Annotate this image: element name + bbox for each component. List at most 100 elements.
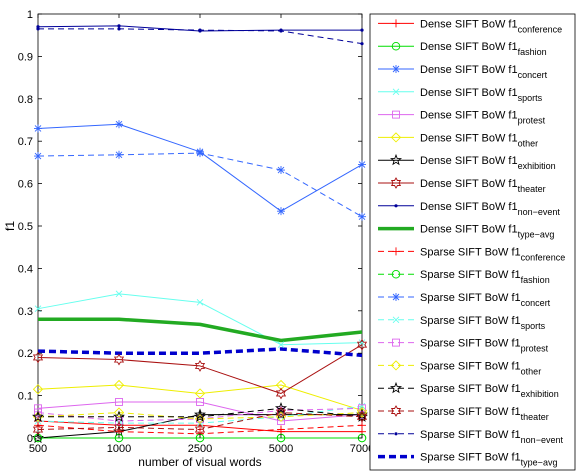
legend-label-text: Sparse SIFT BoW f1 — [420, 315, 521, 327]
data-point — [32, 410, 44, 422]
y-tick-label: 1 — [27, 9, 33, 21]
data-point — [34, 408, 42, 417]
data-point — [394, 204, 398, 208]
x-tick-label: 5000 — [269, 443, 293, 455]
data-point — [194, 388, 206, 399]
legend-item: Sparse SIFT BoW f1concert — [378, 292, 551, 308]
legend-label: Dense SIFT BoW f1conference — [420, 18, 562, 34]
legend-item: Sparse SIFT BoW f1conference — [378, 246, 565, 262]
legend-label-subscript: exhibition — [518, 161, 556, 171]
y-tick-label: 0 — [27, 433, 33, 445]
y-tick-label: 0.6 — [18, 179, 33, 191]
x-tick-label: 500 — [29, 443, 47, 455]
data-point — [392, 65, 400, 73]
y-axis-label: f1 — [3, 221, 17, 231]
legend-label-text: Sparse SIFT BoW f1 — [420, 338, 521, 350]
data-point — [117, 27, 121, 31]
plot-area — [32, 13, 368, 444]
data-point — [113, 379, 125, 391]
data-point — [392, 110, 400, 119]
series-line — [37, 344, 363, 394]
data-point — [360, 28, 364, 32]
legend-item: Dense SIFT BoW f1concert — [378, 64, 548, 80]
y-tick-label: 0.8 — [18, 94, 33, 106]
data-point — [390, 405, 402, 417]
data-point — [390, 177, 402, 189]
x-axis-label: number of visual words — [138, 455, 261, 469]
legend-label-subscript: sports — [521, 321, 546, 331]
legend-label: Sparse SIFT BoW f1protest — [420, 338, 549, 354]
legend-item: Sparse SIFT BoW f1exhibition — [378, 381, 559, 399]
legend-label: Dense SIFT BoW f1theater — [420, 178, 546, 194]
data-point — [277, 207, 285, 216]
legend-label: Sparse SIFT BoW f1sports — [420, 315, 546, 331]
x-tick-label: 7000 — [350, 443, 374, 455]
legend-item: Dense SIFT BoW f1fashion — [378, 41, 547, 57]
data-point — [358, 160, 366, 169]
legend-label: Sparse SIFT BoW f1non−event — [420, 429, 563, 445]
data-point — [275, 387, 287, 400]
series-line — [37, 384, 363, 411]
series-line — [37, 401, 363, 422]
data-point — [356, 338, 368, 351]
data-point — [390, 132, 402, 143]
y-tick-label: 0.1 — [18, 391, 33, 403]
y-tick-label: 0.3 — [18, 306, 33, 318]
data-point — [358, 402, 366, 410]
legend-item: Dense SIFT BoW f1theater — [378, 177, 546, 194]
data-point — [390, 153, 402, 166]
legend-label-text: Sparse SIFT BoW f1 — [420, 406, 521, 418]
legend-item: Dense SIFT BoW f1non−event — [378, 201, 560, 217]
legend-label: Sparse SIFT BoW f1fashion — [420, 269, 550, 285]
legend-frame — [369, 13, 576, 471]
y-tick-label: 0.5 — [18, 221, 33, 233]
data-point — [34, 124, 42, 133]
data-point — [356, 410, 368, 423]
legend-label-text: Dense SIFT BoW f1 — [420, 132, 518, 144]
legend-label: Dense SIFT BoW f1other — [420, 132, 538, 148]
legend-label: Sparse SIFT BoW f1conference — [420, 246, 565, 262]
marker-layer — [32, 24, 368, 444]
legend-label-text: Sparse SIFT BoW f1 — [420, 246, 521, 258]
legend-item: Dense SIFT BoW f1other — [378, 132, 538, 148]
legend-label-text: Sparse SIFT BoW f1 — [420, 383, 521, 395]
data-point — [392, 338, 400, 347]
legend-item: Dense SIFT BoW f1sports — [378, 87, 543, 103]
data-point — [390, 360, 402, 371]
y-tick-label: 0.9 — [18, 51, 33, 63]
series-line — [38, 317, 363, 343]
data-point — [36, 27, 40, 31]
data-point — [194, 413, 206, 425]
legend-label-text: Dense SIFT BoW f1 — [420, 224, 518, 236]
legend-label-text: Sparse SIFT BoW f1 — [420, 452, 521, 464]
legend-item: Sparse SIFT BoW f1fashion — [378, 269, 550, 285]
data-point — [391, 41, 401, 51]
legend-item: Dense SIFT BoW f1exhibition — [378, 153, 556, 171]
legend-label-subscript: conference — [521, 252, 566, 262]
legend-label-subscript: other — [521, 366, 542, 376]
data-point — [394, 432, 398, 436]
legend-label-text: Sparse SIFT BoW f1 — [420, 269, 521, 281]
data-point — [275, 406, 287, 419]
data-point — [277, 341, 285, 349]
data-point — [360, 42, 364, 46]
legend-item: Dense SIFT BoW f1conference — [378, 18, 562, 34]
legend-label-text: Dense SIFT BoW f1 — [420, 41, 518, 53]
legend-label-text: Dense SIFT BoW f1 — [420, 178, 518, 190]
data-point — [196, 149, 204, 158]
legend-label: Sparse SIFT BoW f1other — [420, 360, 541, 376]
data-point — [117, 24, 121, 28]
data-point — [194, 408, 206, 420]
legend-label: Dense SIFT BoW f1exhibition — [420, 155, 556, 171]
legend-label: Dense SIFT BoW f1type−avg — [420, 224, 554, 240]
y-tick-label: 0.4 — [18, 263, 33, 275]
y-axis: 0 0.1 0.2 0.3 0.4 0.5 0.6 0.7 0.8 0.9 1 — [18, 9, 362, 445]
data-point — [194, 410, 206, 422]
legend-label-subscript: conference — [518, 24, 563, 34]
data-point — [275, 402, 287, 414]
y-tick-label: 0.7 — [18, 136, 33, 148]
data-point — [113, 407, 125, 418]
legend-label-text: Sparse SIFT BoW f1 — [420, 292, 521, 304]
data-point — [277, 166, 285, 175]
